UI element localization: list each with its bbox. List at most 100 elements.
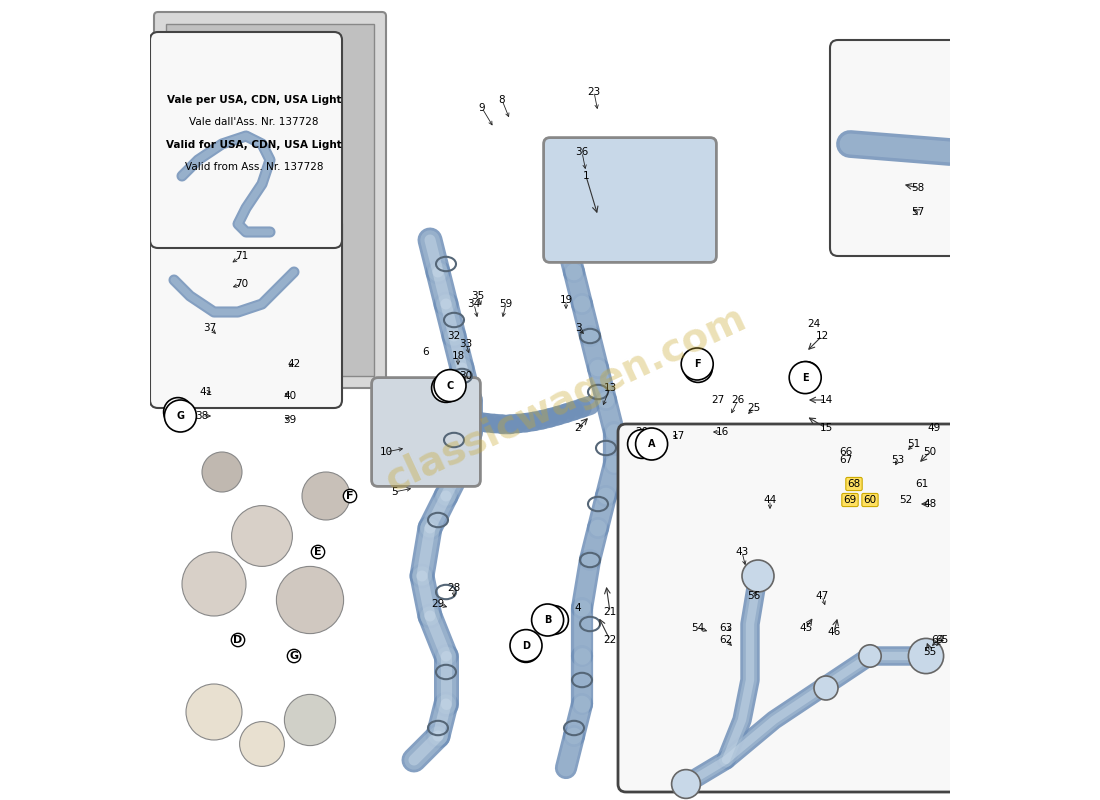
Text: 21: 21	[604, 607, 617, 617]
FancyBboxPatch shape	[830, 40, 958, 256]
Text: Vale per USA, CDN, USA Light: Vale per USA, CDN, USA Light	[167, 95, 341, 105]
Circle shape	[814, 676, 838, 700]
Text: D: D	[233, 635, 243, 645]
Text: Valid for USA, CDN, USA Light: Valid for USA, CDN, USA Light	[166, 140, 342, 150]
Text: 65: 65	[935, 635, 948, 645]
Circle shape	[510, 630, 542, 662]
Text: 31: 31	[443, 375, 456, 385]
Circle shape	[636, 428, 668, 460]
Text: 70: 70	[235, 279, 249, 289]
Circle shape	[434, 370, 466, 402]
Text: F: F	[694, 359, 701, 369]
Text: 71: 71	[235, 251, 249, 261]
Text: 26: 26	[732, 395, 745, 405]
Circle shape	[302, 472, 350, 520]
Text: 33: 33	[460, 339, 473, 349]
Circle shape	[164, 400, 197, 432]
Text: 23: 23	[587, 87, 601, 97]
Text: 30: 30	[460, 371, 473, 381]
Text: 7: 7	[439, 387, 446, 397]
Text: 17: 17	[671, 431, 684, 441]
Text: 47: 47	[815, 591, 828, 601]
Text: 13: 13	[604, 383, 617, 393]
Text: E: E	[315, 547, 322, 557]
Text: B: B	[543, 615, 551, 625]
Circle shape	[202, 452, 242, 492]
Circle shape	[540, 606, 569, 634]
Text: 28: 28	[448, 583, 461, 593]
Text: F: F	[346, 491, 354, 501]
Text: F: F	[695, 363, 702, 373]
FancyBboxPatch shape	[618, 424, 958, 792]
Text: 2: 2	[574, 423, 581, 433]
Text: 29: 29	[431, 599, 444, 609]
Text: 46: 46	[827, 627, 840, 637]
Text: 6: 6	[422, 347, 429, 357]
Circle shape	[909, 638, 944, 674]
Circle shape	[681, 348, 713, 380]
Text: 18: 18	[451, 351, 464, 361]
Text: 69: 69	[844, 495, 857, 505]
Text: 62: 62	[719, 635, 733, 645]
Circle shape	[789, 362, 822, 394]
Text: 69: 69	[844, 495, 857, 505]
FancyBboxPatch shape	[372, 378, 481, 486]
Text: 51: 51	[908, 439, 921, 449]
Circle shape	[792, 362, 821, 390]
Circle shape	[240, 722, 285, 766]
Text: 58: 58	[912, 183, 925, 193]
Text: 24: 24	[807, 319, 821, 329]
Circle shape	[431, 374, 461, 402]
Text: 41: 41	[199, 387, 212, 397]
Text: D: D	[522, 643, 530, 653]
Text: 8: 8	[498, 95, 505, 105]
Text: Valid from Ass. Nr. 137728: Valid from Ass. Nr. 137728	[185, 162, 323, 172]
Circle shape	[628, 430, 657, 458]
FancyBboxPatch shape	[150, 32, 342, 248]
Text: A: A	[638, 439, 646, 449]
Text: 9: 9	[478, 103, 485, 113]
Polygon shape	[166, 24, 374, 376]
Circle shape	[182, 552, 246, 616]
Text: 63: 63	[719, 623, 733, 633]
Text: 68: 68	[847, 479, 860, 489]
Text: 60: 60	[864, 495, 877, 505]
FancyBboxPatch shape	[154, 12, 386, 388]
Circle shape	[672, 770, 701, 798]
Text: 59: 59	[499, 299, 513, 309]
Text: 42: 42	[287, 359, 300, 369]
Text: 38: 38	[196, 411, 209, 421]
Circle shape	[859, 645, 881, 667]
Text: B: B	[550, 615, 558, 625]
Text: 36: 36	[575, 147, 589, 157]
Text: 20: 20	[636, 427, 649, 437]
Text: 22: 22	[604, 635, 617, 645]
Text: C: C	[442, 383, 450, 393]
Circle shape	[285, 694, 336, 746]
Circle shape	[512, 634, 540, 662]
Text: E: E	[802, 373, 808, 382]
Text: 39: 39	[284, 415, 297, 425]
Text: 27: 27	[712, 395, 725, 405]
Text: 49: 49	[927, 423, 940, 433]
Text: 55: 55	[923, 647, 936, 657]
Text: 14: 14	[820, 395, 833, 405]
Text: 40: 40	[284, 391, 297, 401]
Text: 3: 3	[574, 323, 581, 333]
Text: 15: 15	[820, 423, 833, 433]
Text: 34: 34	[468, 299, 481, 309]
Text: 32: 32	[448, 331, 461, 341]
Text: Vale dall'Ass. Nr. 137728: Vale dall'Ass. Nr. 137728	[189, 118, 319, 127]
Text: 54: 54	[692, 623, 705, 633]
Circle shape	[232, 506, 293, 566]
Text: classicwagen.com: classicwagen.com	[379, 299, 752, 501]
Text: 45: 45	[800, 623, 813, 633]
Text: 53: 53	[891, 455, 904, 465]
Circle shape	[186, 684, 242, 740]
Circle shape	[531, 604, 563, 636]
Text: 68: 68	[847, 479, 860, 489]
Text: 43: 43	[736, 547, 749, 557]
Text: 35: 35	[472, 291, 485, 301]
Text: D: D	[522, 641, 530, 650]
Text: 4: 4	[574, 603, 581, 613]
